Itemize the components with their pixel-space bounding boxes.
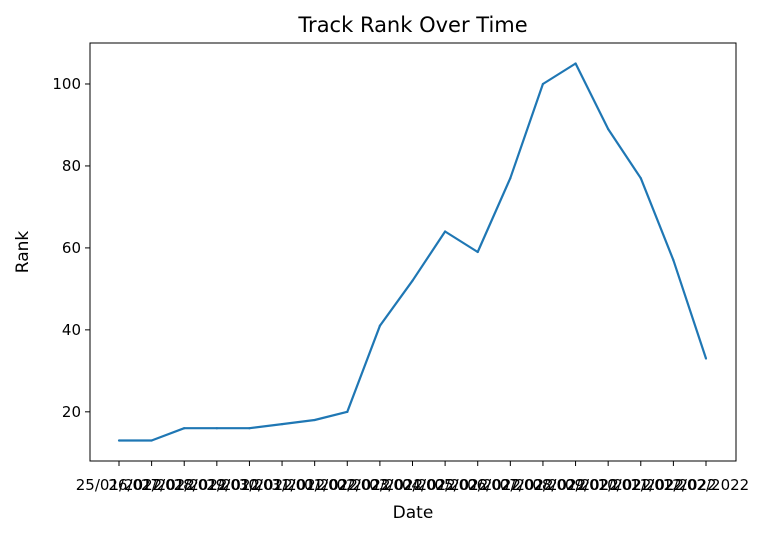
- data-point: [444, 230, 447, 233]
- data-point: [509, 177, 512, 180]
- plot-frame: [89, 42, 737, 462]
- y-tick-label: 60: [62, 239, 81, 257]
- x-tick-label: 02/02/2022: [337, 476, 423, 494]
- y-tick-label: 20: [62, 403, 81, 421]
- data-point: [476, 250, 479, 254]
- data-point: [672, 259, 675, 262]
- data-point: [704, 357, 708, 360]
- y-tick-label: 40: [62, 321, 81, 339]
- data-point: [541, 82, 545, 86]
- series-line: [119, 62, 708, 442]
- data-point: [150, 439, 153, 442]
- x-tick-label: 29/01/2022: [206, 476, 292, 494]
- y-axis: 20 40 60 80 100: [52, 75, 90, 421]
- data-point: [215, 427, 218, 430]
- x-tick-label: 06/02/2022: [467, 476, 553, 494]
- data-point: [411, 279, 414, 282]
- x-tick-label: 08/02/2022: [532, 476, 618, 494]
- x-tick-label: 27/01/2022: [141, 476, 227, 494]
- x-tick-label: 09/02/2022: [565, 476, 651, 494]
- y-tick-label: 100: [52, 75, 81, 93]
- x-tick-label: 12/02/2022: [663, 476, 749, 494]
- data-point: [117, 439, 121, 442]
- x-tick-label: 30/01/2022: [239, 476, 325, 494]
- data-point: [248, 427, 251, 430]
- data-point: [313, 418, 316, 422]
- chart-title: Track Rank Over Time: [297, 13, 527, 37]
- x-tick-label: 26/01/2022: [108, 476, 194, 494]
- x-tick-label: 07/02/2022: [500, 476, 586, 494]
- x-axis-label: Date: [393, 503, 434, 523]
- data-point: [346, 410, 349, 413]
- data-point: [607, 127, 610, 131]
- series-layer: [117, 62, 708, 442]
- y-axis-label: Rank: [13, 231, 33, 274]
- x-tick-label: 03/02/2022: [369, 476, 455, 494]
- x-tick-label: 01/02/2022: [304, 476, 390, 494]
- x-tick-label: 10/02/2022: [598, 476, 684, 494]
- data-point: [639, 177, 642, 180]
- x-tick-label: 25/01/2022: [76, 476, 162, 494]
- x-tick-label: 04/02/2022: [402, 476, 488, 494]
- data-point: [378, 324, 381, 327]
- x-tick-label: 28/01/2022: [174, 476, 260, 494]
- x-axis: 25/01/202226/01/202227/01/202228/01/2022…: [76, 461, 749, 494]
- x-tick-label: 05/02/2022: [434, 476, 520, 494]
- x-tick-label: 11/02/2022: [630, 476, 716, 494]
- data-point: [280, 423, 284, 426]
- data-point: [183, 427, 186, 430]
- x-tick-label: 31/01/2022: [271, 476, 357, 494]
- y-tick-label: 80: [62, 157, 81, 175]
- data-point: [574, 62, 577, 65]
